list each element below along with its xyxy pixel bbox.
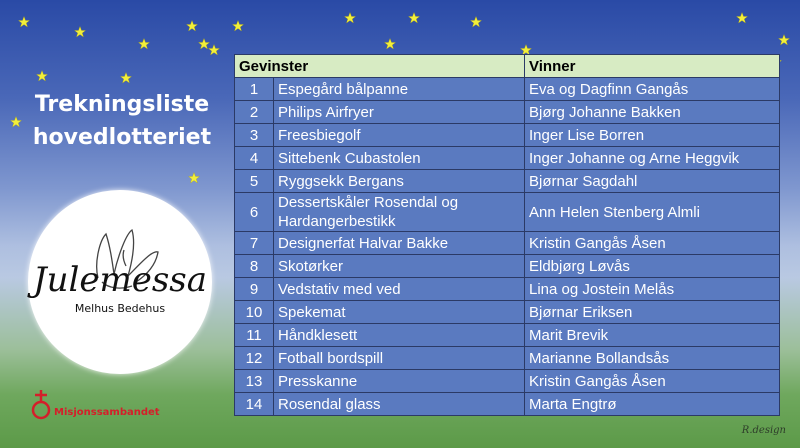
row-prize: Fotball bordspill <box>273 346 525 370</box>
row-prize: Spekemat <box>273 300 525 324</box>
header-prizes: Gevinster <box>234 54 525 78</box>
title-line-1: Trekningsliste <box>34 92 210 117</box>
table-row: 8 Skotørker Eldbjørg Løvås <box>234 254 780 278</box>
star-icon <box>36 70 48 82</box>
table-row: 4 Sittebenk Cubastolen Inger Johanne og Ar… <box>234 146 780 170</box>
row-winner: Marit Brevik <box>524 323 780 347</box>
header-winner: Vinner <box>524 54 780 78</box>
row-prize: Presskanne <box>273 369 525 393</box>
table-row: 14 Rosendal glass Marta Engtrø <box>234 392 780 416</box>
row-winner: Bjørnar Eriksen <box>524 300 780 324</box>
row-prize: Rosendal glass <box>273 392 525 416</box>
row-number: 3 <box>234 123 274 147</box>
row-winner: Lina og Jostein Melås <box>524 277 780 301</box>
logo-subtitle: Melhus Bedehus <box>74 302 166 315</box>
row-winner: Inger Johanne og Arne Heggvik <box>524 146 780 170</box>
table-row: 10 Spekemat Bjørnar Eriksen <box>234 300 780 324</box>
row-prize: Håndklesett <box>273 323 525 347</box>
table-row: 12 Fotball bordspill Marianne Bollandsås <box>234 346 780 370</box>
row-prize: Designerfat Halvar Bakke <box>273 231 525 255</box>
star-icon <box>74 26 86 38</box>
star-icon <box>186 20 198 32</box>
row-prize: Espegård bålpanne <box>273 77 525 101</box>
row-winner: Inger Lise Borren <box>524 123 780 147</box>
designer-mark: R.design <box>741 425 786 436</box>
row-number: 7 <box>234 231 274 255</box>
star-icon <box>232 20 244 32</box>
row-number: 6 <box>234 192 274 232</box>
prize-table-body: 1 Espegård bålpanne Eva og Dagfinn Gangås 2… <box>234 77 780 416</box>
row-prize: Freesbiegolf <box>273 123 525 147</box>
row-prize: Ryggsekk Bergans <box>273 169 525 193</box>
star-icon <box>18 16 30 28</box>
table-row: 7 Designerfat Halvar Bakke Kristin Gangås … <box>234 231 780 255</box>
misjonssambandet-logo: Misjonssambandet <box>30 388 160 422</box>
row-number: 10 <box>234 300 274 324</box>
row-winner: Kristin Gangås Åsen <box>524 231 780 255</box>
title-line-2: hovedlotteriet <box>32 125 212 150</box>
row-number: 4 <box>234 146 274 170</box>
prize-table: Gevinster Vinner 1 Espegård bålpanne Eva o… <box>234 54 780 416</box>
row-number: 9 <box>234 277 274 301</box>
star-icon <box>138 38 150 50</box>
cross-circle-icon <box>31 390 51 420</box>
table-row: 5 Ryggsekk Bergans Bjørnar Sagdahl <box>234 169 780 193</box>
star-icon <box>208 44 220 56</box>
star-icon <box>408 12 420 24</box>
table-row: 3 Freesbiegolf Inger Lise Borren <box>234 123 780 147</box>
row-winner: Eva og Dagfinn Gangås <box>524 77 780 101</box>
row-number: 1 <box>234 77 274 101</box>
row-number: 11 <box>234 323 274 347</box>
row-winner: Eldbjørg Løvås <box>524 254 780 278</box>
table-row: 11 Håndklesett Marit Brevik <box>234 323 780 347</box>
row-prize: Philips Airfryer <box>273 100 525 124</box>
table-row: 13 Presskanne Kristin Gangås Åsen <box>234 369 780 393</box>
row-number: 14 <box>234 392 274 416</box>
row-number: 5 <box>234 169 274 193</box>
table-header-row: Gevinster Vinner <box>234 54 780 78</box>
star-icon <box>344 12 356 24</box>
row-number: 8 <box>234 254 274 278</box>
star-icon <box>10 116 22 128</box>
star-icon <box>188 172 200 184</box>
angel-sketch-icon <box>96 228 159 289</box>
row-winner: Kristin Gangås Åsen <box>524 369 780 393</box>
star-icon <box>198 38 210 50</box>
row-winner: Marta Engtrø <box>524 392 780 416</box>
table-row: 2 Philips Airfryer Bjørg Johanne Bakken <box>234 100 780 124</box>
row-winner: Ann Helen Stenberg Almli <box>524 192 780 232</box>
row-winner: Bjørnar Sagdahl <box>524 169 780 193</box>
row-number: 12 <box>234 346 274 370</box>
row-prize: Dessertskåler Rosendal og Hardangerbesti… <box>273 192 525 232</box>
star-icon <box>778 34 790 46</box>
row-number: 2 <box>234 100 274 124</box>
julemessa-logo: Julemessa Melhus Bedehus <box>28 190 212 374</box>
table-row: 1 Espegård bålpanne Eva og Dagfinn Gangås <box>234 77 780 101</box>
table-row: 9 Vedstativ med ved Lina og Jostein Melås <box>234 277 780 301</box>
row-prize: Sittebenk Cubastolen <box>273 146 525 170</box>
organization-name: Misjonssambandet <box>54 407 160 418</box>
row-winner: Marianne Bollandsås <box>524 346 780 370</box>
star-icon <box>470 16 482 28</box>
row-prize: Skotørker <box>273 254 525 278</box>
star-icon <box>520 44 532 56</box>
row-prize: Vedstativ med ved <box>273 277 525 301</box>
table-row: 6 Dessertskåler Rosendal og Hardangerbest… <box>234 192 780 232</box>
row-number: 13 <box>234 369 274 393</box>
row-winner: Bjørg Johanne Bakken <box>524 100 780 124</box>
star-icon <box>736 12 748 24</box>
page-title: Trekningsliste hovedlotteriet <box>22 88 222 154</box>
star-icon <box>384 38 396 50</box>
star-icon <box>120 72 132 84</box>
logo-name: Julemessa <box>32 260 208 300</box>
